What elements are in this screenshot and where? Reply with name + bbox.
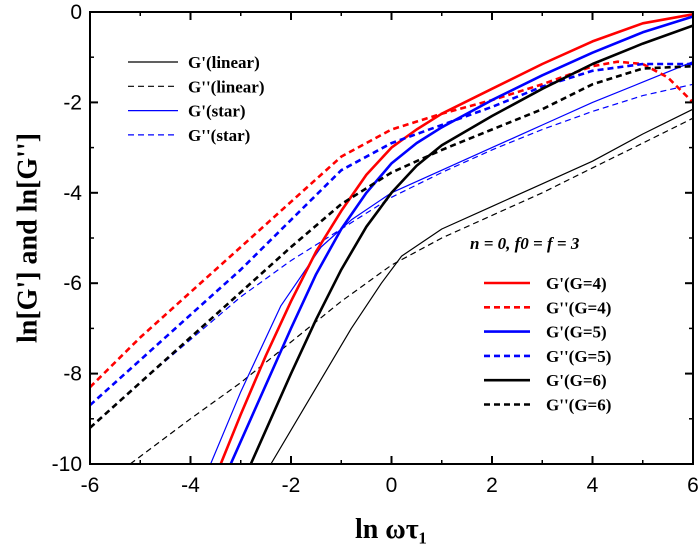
series-line-2 <box>129 117 693 464</box>
y-tick-label: -4 <box>63 182 82 205</box>
y-tick-label: 0 <box>70 1 82 24</box>
legend-label: G'(G=4) <box>546 274 607 293</box>
series-line-7 <box>229 15 693 464</box>
ticks-layer: -6 -4 -2 0 2 4 6 -10 -8 -6 -4 -2 0 <box>52 1 699 497</box>
annotation-text: n = 0, f0 = f = 3 <box>470 234 580 253</box>
x-tick-label: -4 <box>181 474 200 497</box>
y-tick-label: -10 <box>52 453 82 476</box>
legend-label: G''(star) <box>188 126 250 145</box>
x-tick-label: -2 <box>282 474 301 497</box>
legend-label: G'(linear) <box>188 53 260 72</box>
series-layer <box>90 13 693 464</box>
legend-layer: G'(linear) G''(linear) G'(star) G''(star) G'… <box>128 53 611 415</box>
series-line-9 <box>249 24 693 464</box>
x-tick-label: 4 <box>587 474 599 497</box>
series-line-3 <box>210 61 693 464</box>
x-axis-label: ln ωτ₁ <box>355 514 427 545</box>
y-tick-label: -8 <box>63 363 82 386</box>
legend-label: G'(G=6) <box>546 371 607 390</box>
y-tick-label: -2 <box>63 91 82 114</box>
y-axis-label: ln[G'] and ln[G''] <box>12 133 43 343</box>
legend-label: G''(linear) <box>188 77 264 96</box>
x-tick-label: 6 <box>687 474 699 497</box>
x-tick-label: 2 <box>486 474 498 497</box>
legend-label: G''(G=6) <box>546 396 611 415</box>
series-line-5 <box>219 13 693 464</box>
y-tick-label: -6 <box>63 272 82 295</box>
x-tick-label: -6 <box>81 474 100 497</box>
series-line-1 <box>270 108 693 464</box>
legend-label: G'(G=5) <box>546 323 607 342</box>
series-line-4 <box>90 83 693 429</box>
series-line-8 <box>90 62 693 407</box>
legend-label: G''(G=5) <box>546 347 611 366</box>
series-line-6 <box>90 60 693 389</box>
series-line-10 <box>90 64 693 429</box>
legend-label: G''(G=4) <box>546 298 611 317</box>
x-tick-label: 0 <box>386 474 398 497</box>
legend-label: G'(star) <box>188 102 246 121</box>
